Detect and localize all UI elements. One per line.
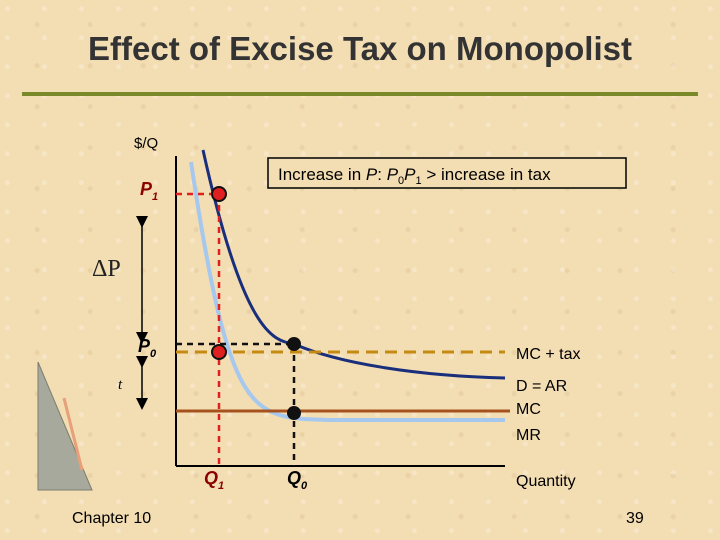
title-rule	[22, 92, 698, 96]
decorative-triangle-arrow	[62, 397, 84, 471]
marginal-revenue-label: MR	[516, 427, 541, 444]
p0-label: P0	[138, 336, 157, 360]
mr-mc-tax-intersection-point	[211, 344, 227, 360]
mc-plus-tax-label: MC + tax	[516, 346, 580, 363]
mr-mc-intersection-point	[287, 406, 301, 420]
x-axis-label: Quantity	[516, 473, 576, 490]
slide-title: Effect of Excise Tax on Monopolist	[88, 30, 632, 67]
marginal-cost-label: MC	[516, 401, 541, 418]
q1-label: Q1	[204, 468, 224, 492]
demand-curve-label: D = AR	[516, 378, 567, 395]
p1-equilibrium-point	[211, 186, 227, 202]
delta-p-label: ΔP	[92, 256, 121, 282]
page-number: 39	[626, 510, 644, 527]
decorative-triangle	[37, 361, 93, 491]
annotation-box	[267, 157, 627, 189]
tax-label: t	[118, 377, 123, 393]
p1-label: P1	[140, 179, 158, 203]
annotation-text: Increase in P: P0P1 > increase in tax	[278, 165, 551, 187]
chapter-footer: Chapter 10	[72, 510, 152, 527]
p0-equilibrium-point	[287, 337, 301, 351]
q0-label: Q0	[287, 468, 308, 492]
marginal-revenue-curve	[189, 161, 505, 422]
y-axis-label: $/Q	[134, 135, 158, 152]
